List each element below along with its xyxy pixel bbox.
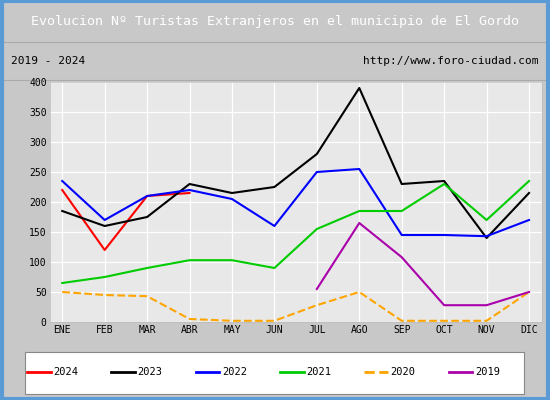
Text: 2024: 2024	[53, 367, 78, 377]
Text: 2022: 2022	[222, 367, 247, 377]
Text: 2021: 2021	[306, 367, 331, 377]
Text: 2019: 2019	[475, 367, 500, 377]
FancyBboxPatch shape	[25, 352, 525, 394]
Text: Evolucion Nº Turistas Extranjeros en el municipio de El Gordo: Evolucion Nº Turistas Extranjeros en el …	[31, 14, 519, 28]
Text: 2020: 2020	[390, 367, 416, 377]
Text: http://www.foro-ciudad.com: http://www.foro-ciudad.com	[364, 56, 539, 66]
Text: 2023: 2023	[138, 367, 163, 377]
Text: 2019 - 2024: 2019 - 2024	[11, 56, 85, 66]
